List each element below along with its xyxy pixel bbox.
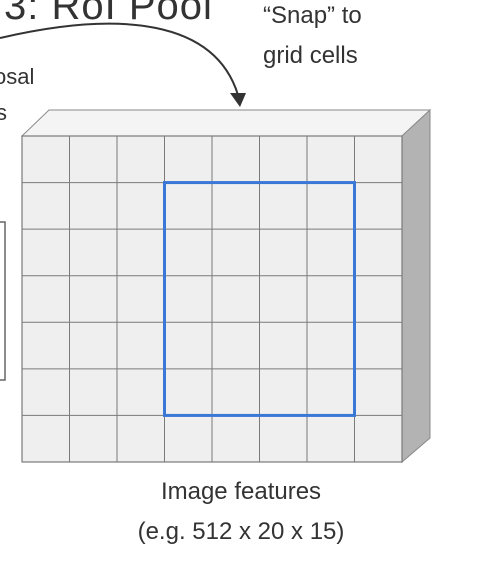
- snap-annotation-line2: grid cells: [263, 42, 358, 70]
- proposal-label-line1: osal: [0, 64, 34, 90]
- snap-arrow: [0, 24, 238, 95]
- proposal-box-partial: [0, 222, 5, 380]
- snap-arrow-head: [230, 93, 246, 107]
- slide-title-fragment: 3: RoI Pool: [4, 0, 213, 29]
- feature-map-top-face: [22, 110, 430, 136]
- feature-map-side-face: [402, 110, 430, 462]
- caption-line1: Image features: [0, 478, 482, 506]
- caption-line2: (e.g. 512 x 20 x 15): [0, 518, 482, 546]
- proposal-label-line2: s: [0, 100, 7, 126]
- snap-annotation-line1: “Snap” to: [263, 2, 362, 30]
